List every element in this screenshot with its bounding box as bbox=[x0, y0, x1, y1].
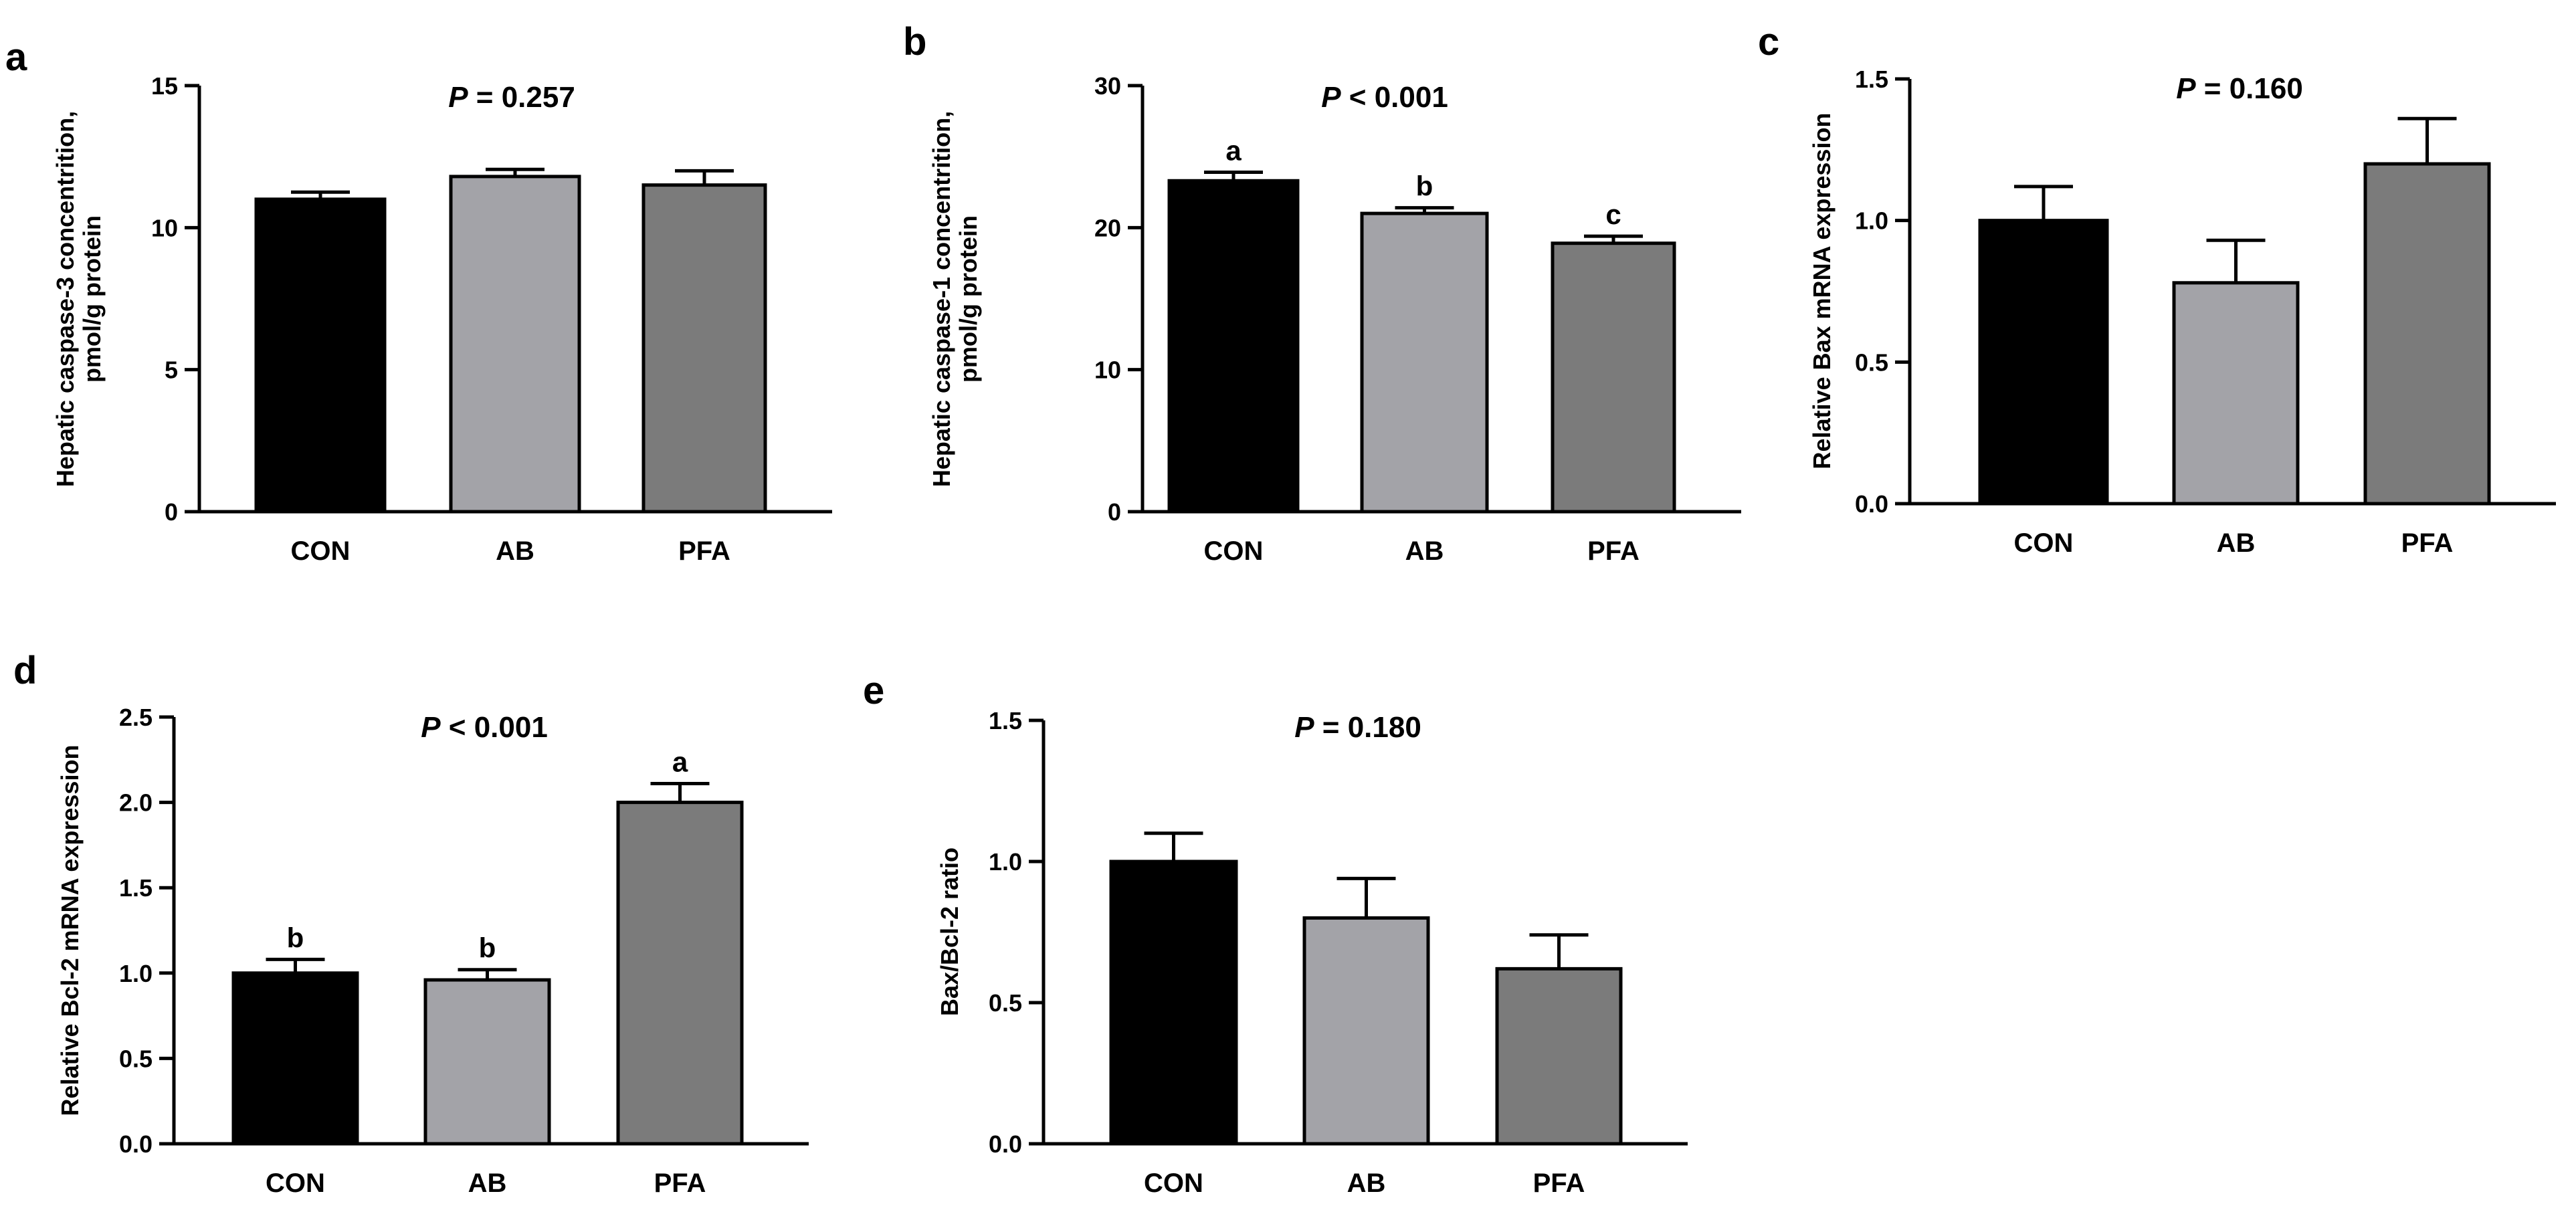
panel-letter: e bbox=[863, 669, 884, 712]
significance-letter: a bbox=[672, 746, 688, 778]
panel-d: d b CON b AB a PFA 0.0 0.5 1.0 1.5 2.0 2.5 Relative B… bbox=[13, 649, 809, 1198]
x-tick-label: PFA bbox=[1587, 536, 1640, 566]
y-tick-label: 5 bbox=[165, 357, 178, 384]
panel-c: c CON AB PFA 0.0 0.5 1.0 1.5 Relative Bax mRNA e… bbox=[1758, 20, 2556, 558]
y-axis-label: Hepatic caspase-1 concentrition, bbox=[928, 111, 955, 487]
bar-pfa bbox=[1495, 967, 1623, 1146]
y-axis-label: pmol/g protein bbox=[955, 215, 982, 383]
y-tick-label: 0 bbox=[1108, 498, 1121, 526]
panel-letter: d bbox=[13, 649, 37, 692]
bar-pfa bbox=[1551, 241, 1676, 514]
bar-con bbox=[1167, 179, 1300, 514]
y-tick-label: 10 bbox=[1094, 357, 1121, 384]
panel-letter: a bbox=[5, 35, 27, 79]
p-value: P = 0.257 bbox=[448, 81, 575, 114]
y-axis-label: Relative Bcl-2 mRNA expression bbox=[56, 745, 84, 1116]
y-tick-label: 0 bbox=[165, 498, 178, 526]
y-tick-label: 20 bbox=[1094, 214, 1121, 241]
x-tick-label: AB bbox=[468, 1169, 507, 1198]
y-axis-label: Hepatic caspase-3 concentrition, bbox=[52, 111, 79, 487]
x-tick-label: CON bbox=[2014, 528, 2074, 558]
bar-pfa bbox=[641, 183, 767, 514]
y-tick-label: 1.0 bbox=[119, 960, 153, 987]
y-tick-label: 0.0 bbox=[119, 1130, 153, 1158]
y-tick-label: 2.5 bbox=[119, 704, 153, 731]
x-tick-label: AB bbox=[2217, 528, 2256, 558]
x-tick-label: PFA bbox=[654, 1169, 706, 1198]
x-tick-label: PFA bbox=[678, 536, 730, 566]
y-tick-label: 15 bbox=[151, 72, 178, 100]
y-tick-label: 0.0 bbox=[1855, 490, 1888, 518]
bar-con bbox=[254, 197, 387, 514]
y-axis-label: pmol/g protein bbox=[78, 215, 106, 383]
y-tick-label: 1.5 bbox=[119, 874, 153, 902]
y-tick-label: 30 bbox=[1094, 72, 1121, 100]
y-tick-label: 0.5 bbox=[119, 1045, 153, 1072]
y-tick-label: 0.0 bbox=[989, 1130, 1022, 1158]
significance-letter: a bbox=[1225, 135, 1242, 167]
significance-letter: b bbox=[287, 922, 304, 953]
bar-pfa bbox=[2363, 162, 2491, 506]
x-tick-label: PFA bbox=[2401, 528, 2454, 558]
panel-a: a CON AB PFA 0 5 10 15 Hepatic caspase-3 concent… bbox=[5, 35, 832, 566]
x-tick-label: AB bbox=[496, 536, 534, 566]
y-axis-label: Bax/Bcl-2 ratio bbox=[936, 847, 963, 1016]
x-tick-label: PFA bbox=[1533, 1169, 1585, 1198]
x-tick-label: AB bbox=[1405, 536, 1444, 566]
x-tick-label: CON bbox=[1204, 536, 1264, 566]
p-value: P = 0.180 bbox=[1294, 711, 1421, 744]
y-tick-label: 10 bbox=[151, 214, 178, 241]
panel-letter: b bbox=[903, 20, 926, 64]
panel-e: e CON AB PFA 0.0 0.5 1.0 1.5 Bax/Bcl-2 ratio P = … bbox=[863, 669, 1688, 1198]
x-tick-label: CON bbox=[1144, 1169, 1203, 1198]
p-value: P < 0.001 bbox=[421, 711, 548, 744]
y-axis-label: Relative Bax mRNA expression bbox=[1808, 113, 1836, 470]
bar-con bbox=[231, 971, 359, 1146]
bar-pfa bbox=[616, 801, 744, 1146]
bar-ab bbox=[2172, 281, 2300, 506]
y-tick-label: 0.5 bbox=[989, 989, 1022, 1017]
y-tick-label: 0.5 bbox=[1855, 348, 1888, 376]
y-tick-label: 1.5 bbox=[989, 707, 1022, 734]
significance-letter: c bbox=[1605, 199, 1621, 230]
y-tick-label: 2.0 bbox=[119, 789, 153, 817]
x-tick-label: AB bbox=[1347, 1169, 1386, 1198]
x-tick-label: CON bbox=[291, 536, 351, 566]
significance-letter: b bbox=[479, 932, 496, 964]
y-tick-label: 1.0 bbox=[989, 848, 1022, 876]
p-value: P = 0.160 bbox=[2176, 72, 2303, 105]
y-tick-label: 1.0 bbox=[1855, 207, 1888, 235]
significance-letter: b bbox=[1416, 171, 1433, 202]
bar-con bbox=[1109, 859, 1238, 1146]
y-tick-label: 1.5 bbox=[1855, 66, 1888, 93]
p-value: P < 0.001 bbox=[1321, 81, 1448, 114]
bar-ab bbox=[1360, 211, 1489, 514]
bar-ab bbox=[1302, 916, 1430, 1146]
panel-letter: c bbox=[1758, 20, 1779, 64]
x-tick-label: CON bbox=[266, 1169, 325, 1198]
bar-con bbox=[1978, 219, 2109, 506]
bar-ab bbox=[423, 978, 551, 1146]
panel-b: b a CON b AB c PFA 0 10 20 30 Hepatic caspase-1 con… bbox=[903, 20, 1741, 566]
bar-ab bbox=[449, 175, 581, 514]
